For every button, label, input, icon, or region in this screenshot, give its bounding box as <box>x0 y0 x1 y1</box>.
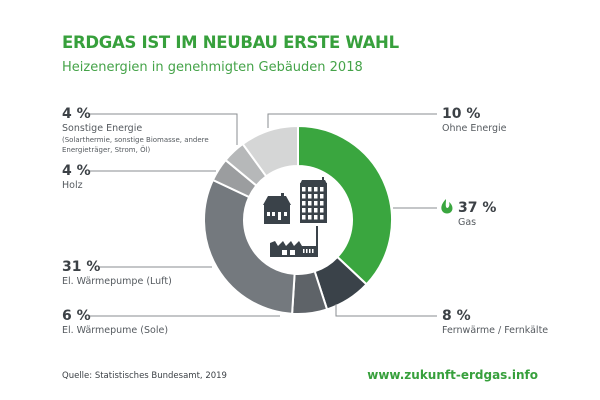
label-sonstige: 4 % Sonstige Energie (Solarthermie, sons… <box>62 106 209 155</box>
window <box>308 215 312 220</box>
window <box>314 208 318 213</box>
pct-gas: 37 % <box>458 200 497 216</box>
window <box>314 194 318 199</box>
window <box>308 194 312 199</box>
pct-sonstige: 4 % <box>62 106 91 122</box>
window <box>302 208 306 213</box>
donut-slice-ohne-energie <box>241 124 299 178</box>
flame-icon <box>441 199 453 214</box>
website-link[interactable]: www.zukunft-erdgas.info <box>367 368 538 382</box>
donut-slice-gas <box>297 124 393 286</box>
center-icons <box>263 177 327 257</box>
window <box>320 215 324 220</box>
name-sonstige: Sonstige Energie <box>62 123 143 134</box>
pct-ohne: 10 % <box>442 106 481 122</box>
name-fern: Fernwärme / Fernkälte <box>442 325 549 336</box>
leader-line-sonstige <box>90 113 238 145</box>
factory-icon <box>270 226 318 257</box>
window <box>302 201 306 206</box>
name-holz: Holz <box>62 180 83 191</box>
page-title: ERDGAS IST IM NEUBAU ERSTE WAHL <box>62 33 399 52</box>
name-gas: Gas <box>458 217 477 228</box>
label-holz: 4 % Holz <box>62 163 91 192</box>
name-luft: El. Wärmepumpe (Luft) <box>62 276 172 287</box>
label-fern: 8 % Fernwärme / Fernkälte <box>442 308 548 337</box>
label-sole: 6 % El. Wärmepume (Sole) <box>62 308 168 337</box>
label-ohne: 10 % Ohne Energie <box>442 106 507 135</box>
name-sole: El. Wärmepume (Sole) <box>62 325 169 336</box>
window <box>314 187 318 192</box>
leader-line-fern <box>335 304 437 317</box>
pct-sole: 6 % <box>62 308 91 324</box>
note-sonstige-1: (Solarthermie, sonstige Biomasse, andere <box>62 136 209 144</box>
window <box>302 194 306 199</box>
name-ohne: Ohne Energie <box>442 123 507 134</box>
pct-holz: 4 % <box>62 163 91 179</box>
window <box>320 187 324 192</box>
window <box>308 201 312 206</box>
window <box>308 208 312 213</box>
leader-lines <box>90 113 437 317</box>
leader-line-ohne <box>267 113 437 128</box>
window <box>314 201 318 206</box>
pct-luft: 31 % <box>62 259 101 275</box>
pct-fern: 8 % <box>442 308 471 324</box>
house-icon <box>263 193 291 224</box>
label-luft: 31 % El. Wärmepumpe (Luft) <box>62 259 172 288</box>
window <box>302 215 306 220</box>
source-note: Quelle: Statistisches Bundesamt, 2019 <box>62 371 227 381</box>
window <box>320 208 324 213</box>
apartment-building-icon <box>300 177 327 223</box>
page-subtitle: Heizenergien in genehmigten Gebäuden 201… <box>62 60 363 75</box>
donut-slices <box>203 124 393 315</box>
label-gas: 37 % Gas <box>458 200 496 229</box>
donut-slice-el-wärmepumpe-luft- <box>203 178 296 315</box>
window <box>320 201 324 206</box>
window <box>314 215 318 220</box>
window <box>302 187 306 192</box>
window <box>308 187 312 192</box>
window <box>320 194 324 199</box>
note-sonstige-2: Energieträger, Strom, Öl) <box>62 146 151 154</box>
